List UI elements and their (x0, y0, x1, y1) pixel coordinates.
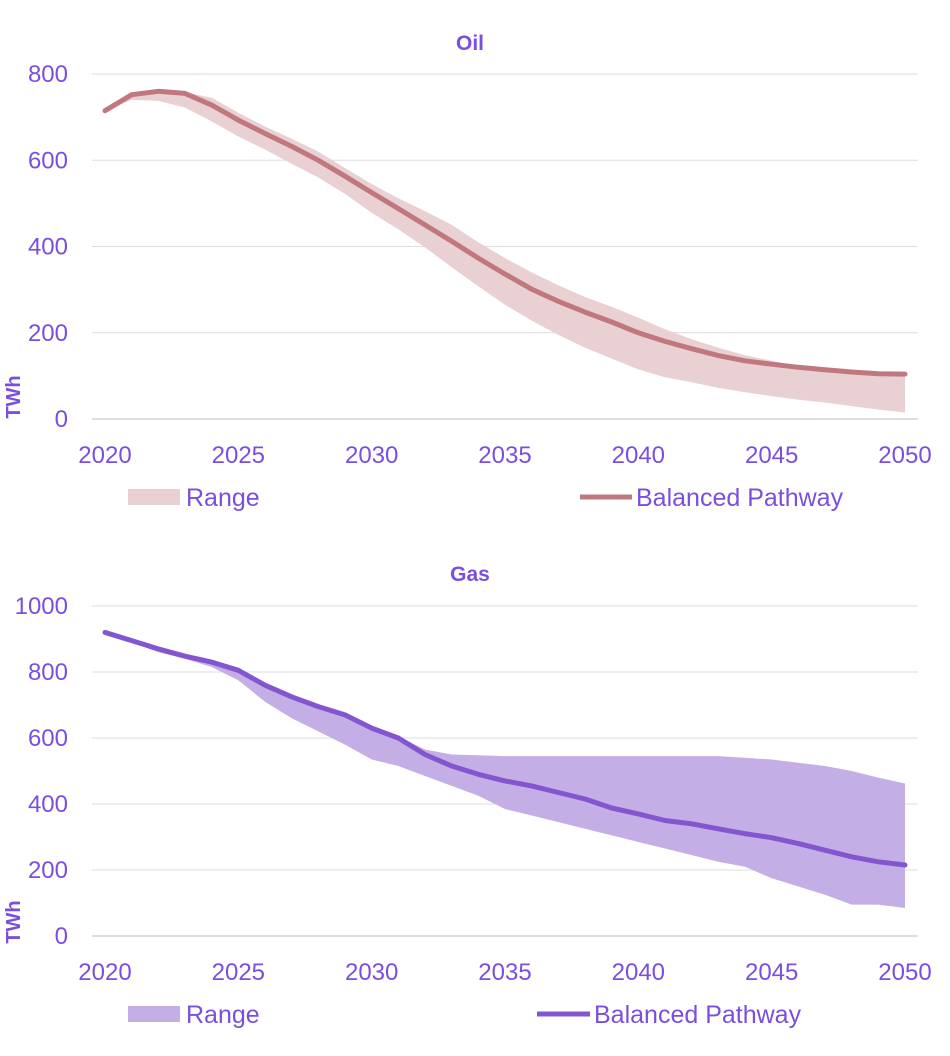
gas-y-tick-label: 0 (55, 923, 68, 950)
oil-balanced-pathway-line (102, 88, 908, 377)
gas-x-tick-label: 2040 (612, 959, 665, 986)
oil-x-tick-label: 2050 (878, 442, 931, 469)
oil-range-band (105, 91, 905, 413)
gas-x-tick-label: 2050 (878, 959, 931, 986)
gas-y-tick-label: 1000 (15, 593, 68, 620)
gas-balanced-pathway-line (102, 629, 908, 868)
oil-y-tick-label: 200 (28, 320, 68, 347)
oil-x-tick-labels: 2020 2025 2030 2035 2040 2045 2050 (78, 442, 931, 469)
gas-x-tick-labels: 2020 2025 2030 2035 2040 2045 2050 (78, 959, 931, 986)
gas-y-tick-label: 200 (28, 857, 68, 884)
oil-x-tick-label: 2035 (478, 442, 531, 469)
oil-y-tick-label: 600 (28, 147, 68, 174)
gas-y-tick-label: 800 (28, 659, 68, 686)
gas-x-tick-label: 2035 (478, 959, 531, 986)
oil-y-tick-label: 400 (28, 234, 68, 261)
gas-y-tick-labels: 0 200 400 600 800 1000 (15, 593, 68, 950)
gas-range-band (105, 632, 905, 908)
oil-y-axis-label: TWh (3, 375, 25, 418)
gas-legend-range-swatch (128, 1006, 180, 1022)
oil-legend-range-label: Range (186, 484, 260, 512)
oil-chart-title: Oil (456, 32, 484, 55)
gas-y-axis-label: TWh (3, 900, 25, 943)
oil-x-tick-label: 2030 (345, 442, 398, 469)
gas-y-tick-label: 400 (28, 791, 68, 818)
oil-y-tick-label: 0 (55, 406, 68, 433)
oil-y-tick-labels: 0 200 400 600 800 (28, 61, 68, 433)
oil-gridlines (92, 73, 918, 420)
gas-chart-title: Gas (450, 563, 490, 586)
gas-x-tick-label: 2025 (212, 959, 265, 986)
oil-x-tick-label: 2040 (612, 442, 665, 469)
oil-x-tick-label: 2025 (212, 442, 265, 469)
oil-legend: Range Balanced Pathway (128, 484, 844, 512)
gas-legend: Range Balanced Pathway (128, 1001, 802, 1029)
oil-x-tick-label: 2020 (78, 442, 131, 469)
oil-legend-range-swatch (128, 489, 180, 505)
oil-x-tick-label: 2045 (745, 442, 798, 469)
gas-legend-balanced-pathway-label: Balanced Pathway (594, 1001, 802, 1029)
gas-x-tick-label: 2030 (345, 959, 398, 986)
gas-y-tick-label: 600 (28, 725, 68, 752)
gas-legend-range-label: Range (186, 1001, 260, 1029)
oil-y-tick-label: 800 (28, 61, 68, 88)
gas-x-tick-label: 2020 (78, 959, 131, 986)
gas-x-tick-label: 2045 (745, 959, 798, 986)
oil-legend-balanced-pathway-label: Balanced Pathway (636, 484, 844, 512)
